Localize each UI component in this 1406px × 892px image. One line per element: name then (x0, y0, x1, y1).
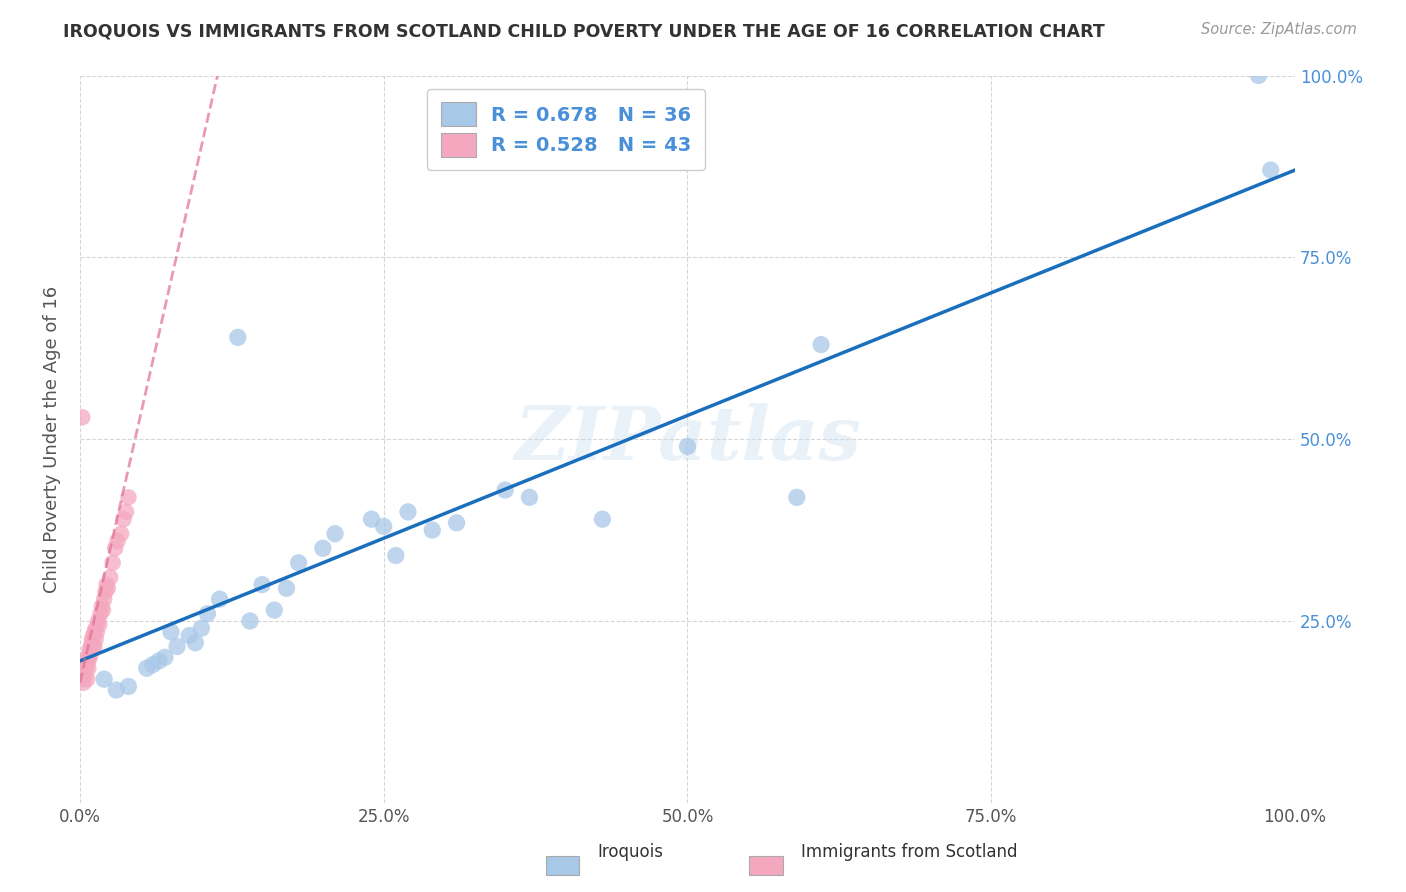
Point (87, 614, 110, 628)
Point (73, 668, 96, 682)
Point (385, 549, 408, 563)
Point (105, 683, 128, 698)
Point (1260, 163, 1282, 178)
Point (104, 541, 127, 556)
Text: Source: ZipAtlas.com: Source: ZipAtlas.com (1201, 22, 1357, 37)
Point (93, 592, 115, 607)
Point (107, 533, 129, 548)
Point (250, 577, 273, 591)
Point (323, 526, 346, 541)
Point (97, 581, 120, 595)
Point (160, 624, 183, 639)
Bar (546, 856, 579, 874)
Point (101, 556, 124, 570)
Point (76, 672, 98, 686)
Point (287, 556, 309, 570)
Point (190, 621, 212, 635)
Point (77, 654, 100, 668)
Point (197, 607, 219, 621)
Point (208, 592, 231, 607)
Point (83, 624, 105, 639)
Point (142, 657, 165, 672)
Text: IROQUOIS VS IMMIGRANTS FROM SCOTLAND CHILD POVERTY UNDER THE AGE OF 16 CORRELATI: IROQUOIS VS IMMIGRANTS FROM SCOTLAND CHI… (63, 22, 1105, 40)
Point (179, 628, 201, 642)
Point (75, 654, 97, 668)
Text: Immigrants from Scotland: Immigrants from Scotland (801, 843, 1018, 861)
Point (73, 657, 96, 672)
Point (786, 491, 808, 505)
Point (82, 640, 104, 654)
Point (115, 505, 138, 519)
Point (166, 640, 188, 654)
Point (70, 668, 93, 682)
Point (153, 650, 176, 665)
Point (519, 491, 541, 505)
Point (94, 585, 117, 599)
Point (148, 654, 170, 668)
Point (72, 675, 94, 690)
Point (89, 617, 111, 632)
Point (72, 410, 94, 425)
Point (80, 632, 103, 647)
Point (110, 526, 132, 541)
Point (446, 516, 468, 530)
Point (72, 661, 94, 675)
Text: Iroquois: Iroquois (598, 843, 664, 861)
Point (396, 505, 419, 519)
Text: ZIPatlas: ZIPatlas (515, 403, 860, 475)
Point (373, 519, 395, 533)
Point (112, 512, 135, 526)
Point (83, 640, 105, 654)
Point (135, 661, 157, 675)
Point (810, 337, 832, 351)
Point (239, 614, 262, 628)
Point (72, 665, 94, 679)
Point (79, 650, 101, 665)
Point (96, 577, 118, 591)
Point (80, 640, 103, 654)
Point (84, 632, 107, 647)
Point (591, 512, 613, 526)
Point (117, 491, 139, 505)
Point (494, 483, 516, 497)
Point (84, 621, 107, 635)
Point (263, 603, 285, 617)
Point (80, 636, 103, 650)
Legend: R = 0.678   N = 36, R = 0.528   N = 43: R = 0.678 N = 36, R = 0.528 N = 43 (427, 89, 704, 170)
Point (98, 570, 121, 584)
Point (86, 624, 108, 639)
Bar (749, 856, 783, 874)
Point (226, 330, 249, 344)
Point (360, 512, 382, 526)
Point (676, 439, 699, 453)
Point (91, 603, 114, 617)
Point (117, 680, 139, 694)
Point (93, 672, 115, 686)
Point (312, 541, 335, 556)
Point (184, 636, 207, 650)
Point (90, 599, 112, 614)
Point (420, 523, 443, 537)
Point (82, 628, 104, 642)
Point (89, 607, 111, 621)
Point (80, 647, 103, 661)
Point (1247, 69, 1270, 83)
Point (72, 672, 94, 686)
Point (79, 643, 101, 657)
Point (75, 661, 97, 675)
Y-axis label: Child Poverty Under the Age of 16: Child Poverty Under the Age of 16 (44, 285, 60, 592)
Point (77, 661, 100, 675)
Point (276, 581, 298, 595)
Point (76, 650, 98, 665)
